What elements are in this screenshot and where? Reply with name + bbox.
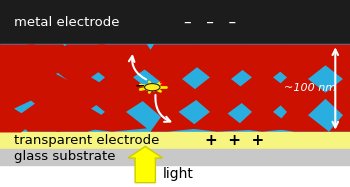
Bar: [0, 149, 350, 165]
PathPatch shape: [0, 45, 49, 132]
Text: glass substrate: glass substrate: [14, 150, 116, 163]
PathPatch shape: [189, 45, 252, 132]
PathPatch shape: [322, 45, 350, 132]
PathPatch shape: [231, 45, 294, 132]
FancyArrow shape: [128, 146, 162, 183]
PathPatch shape: [84, 45, 158, 132]
Circle shape: [145, 84, 160, 91]
Text: –   –   –: – – –: [184, 15, 236, 30]
Text: ~100 nm: ~100 nm: [284, 83, 336, 93]
Text: +  +  +: + + +: [205, 133, 264, 148]
Text: metal electrode: metal electrode: [14, 16, 119, 29]
Text: light: light: [163, 167, 194, 181]
PathPatch shape: [49, 45, 116, 132]
PathPatch shape: [14, 45, 88, 132]
PathPatch shape: [140, 45, 203, 132]
Text: +: +: [159, 78, 168, 88]
Text: −: −: [135, 80, 145, 93]
Bar: [0, 0, 350, 45]
PathPatch shape: [270, 45, 329, 132]
Bar: [0, 45, 350, 132]
Bar: [0, 132, 350, 149]
Text: transparent electrode: transparent electrode: [14, 134, 159, 147]
